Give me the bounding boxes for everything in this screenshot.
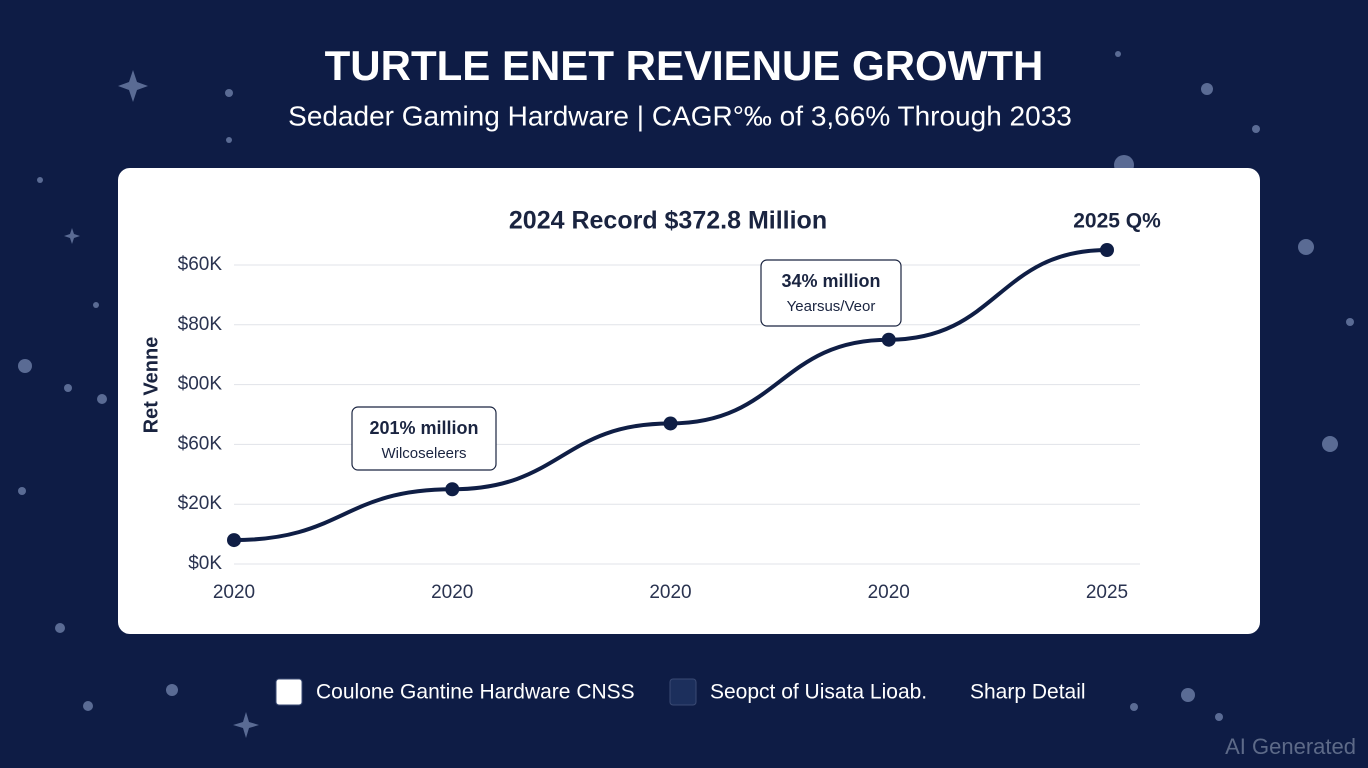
legend-swatch	[669, 678, 697, 706]
legend-label: Coulone Gantine Hardware CNSS	[316, 681, 635, 704]
callout: 201% million Wilcoseleers	[351, 406, 497, 471]
legend-swatch	[275, 678, 303, 706]
legend-label: Seopct of Uisata Lioab.	[710, 681, 927, 704]
callout-subtitle: Wilcoseleers	[381, 445, 466, 462]
chart-card	[118, 168, 1260, 634]
y-tick-label: $60K	[178, 433, 223, 454]
y-tick-label: $0K	[188, 553, 222, 574]
legend: Coulone Gantine Hardware CNSS Seopct of U…	[275, 678, 1086, 706]
x-tick-label: 2020	[649, 582, 691, 603]
point	[445, 482, 460, 497]
y-axis-label: Ret Venne	[140, 337, 162, 434]
x-tick-label: 2020	[868, 582, 910, 603]
annotation: 2024 Record $372.8 Million	[509, 207, 827, 235]
point	[881, 332, 896, 347]
point	[227, 533, 241, 548]
plot: $0K $20K $60K $00K $80K $60K 2020 2020 2020 2020 2…	[178, 243, 1140, 603]
y-tick-label: $60K	[178, 254, 223, 275]
y-tick-label: $00K	[178, 374, 223, 395]
subtitle: Sedader Gaming Hardware | CAGR°‰ of 3,66…	[288, 100, 1072, 131]
watermark: AI Generated	[1225, 734, 1356, 759]
legend-label: Sharp Detail	[970, 681, 1086, 704]
y-tick-label: $20K	[178, 493, 223, 514]
x-tick-label: 2020	[431, 582, 473, 603]
callout-subtitle: Yearsus/Veor	[787, 298, 876, 315]
y-tick-label: $80K	[178, 314, 223, 335]
x-tick-label: 2020	[213, 582, 255, 603]
callout: 34% million Yearsus/Veor	[760, 259, 902, 327]
point	[1100, 243, 1114, 257]
stars	[18, 51, 1354, 738]
callout-title: 34% million	[781, 271, 880, 291]
point	[663, 416, 678, 431]
x-tick-label: 2025	[1086, 582, 1128, 603]
callout-title: 201% million	[369, 418, 478, 438]
title: TURTLE ENET REVIENUE GROWTH	[325, 42, 1044, 89]
end-label: 2025 Q%	[1073, 210, 1161, 233]
